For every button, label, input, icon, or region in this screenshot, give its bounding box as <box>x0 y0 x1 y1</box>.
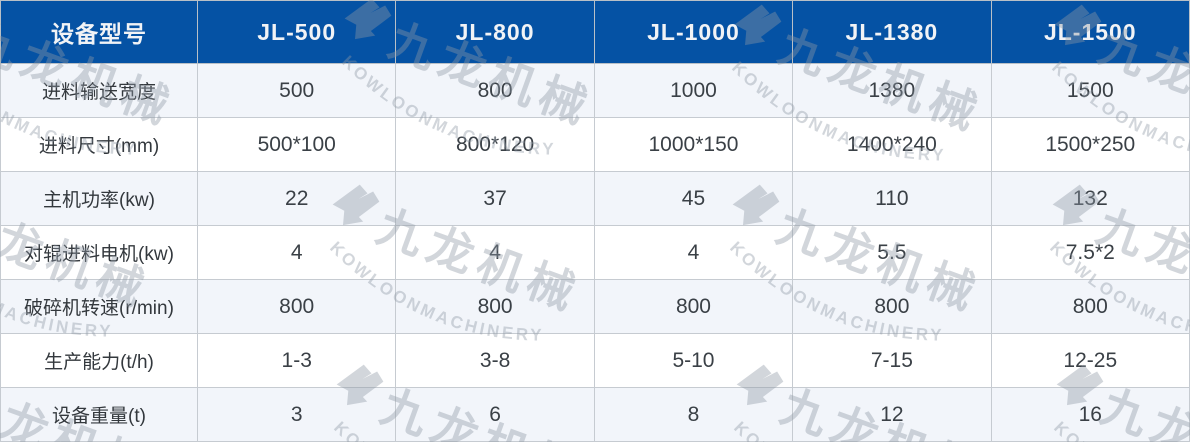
spec-cell: 1500 <box>990 63 1190 118</box>
spec-cell: 4 <box>196 225 397 280</box>
spec-cell: 5-10 <box>593 333 794 388</box>
spec-cell: 45 <box>593 171 794 226</box>
row-label: 对辊进料电机(kw) <box>0 225 198 280</box>
spec-cell: 16 <box>990 387 1190 442</box>
column-header-jl500: JL-500 <box>196 0 397 64</box>
table-row: 主机功率(kw) 22 37 45 110 132 <box>0 171 1190 226</box>
table-row: 对辊进料电机(kw) 4 4 4 5.5 7.5*2 <box>0 225 1190 280</box>
spec-cell: 3 <box>196 387 397 442</box>
spec-cell: 800 <box>593 279 794 334</box>
row-label: 进料输送宽度 <box>0 63 198 118</box>
table-row: 进料输送宽度 500 800 1000 1380 1500 <box>0 63 1190 118</box>
spec-cell: 500*100 <box>196 117 397 172</box>
spec-cell: 800 <box>792 279 992 334</box>
spec-cell: 800 <box>395 63 595 118</box>
spec-cell: 1500*250 <box>990 117 1190 172</box>
row-label: 主机功率(kw) <box>0 171 198 226</box>
row-label: 设备重量(t) <box>0 387 198 442</box>
spec-cell: 12 <box>792 387 992 442</box>
spec-cell: 800*120 <box>395 117 595 172</box>
spec-cell: 1-3 <box>196 333 397 388</box>
table-row: 设备重量(t) 3 6 8 12 16 <box>0 387 1190 442</box>
column-header-model-label: 设备型号 <box>0 0 198 64</box>
spec-cell: 8 <box>593 387 794 442</box>
spec-cell: 1380 <box>792 63 992 118</box>
spec-cell: 37 <box>395 171 595 226</box>
spec-cell: 5.5 <box>792 225 992 280</box>
spec-cell: 3-8 <box>395 333 595 388</box>
spec-cell: 110 <box>792 171 992 226</box>
spec-cell: 800 <box>990 279 1190 334</box>
table-row: 破碎机转速(r/min) 800 800 800 800 800 <box>0 279 1190 334</box>
row-label: 生产能力(t/h) <box>0 333 198 388</box>
column-header-jl1380: JL-1380 <box>792 0 992 64</box>
spec-cell: 7.5*2 <box>990 225 1190 280</box>
spec-cell: 1000 <box>593 63 794 118</box>
spec-cell: 7-15 <box>792 333 992 388</box>
table-row: 进料尺寸(mm) 500*100 800*120 1000*150 1400*240 15… <box>0 117 1190 172</box>
spec-cell: 4 <box>395 225 595 280</box>
spec-cell: 22 <box>196 171 397 226</box>
column-header-jl1000: JL-1000 <box>593 0 794 64</box>
table-row: 生产能力(t/h) 1-3 3-8 5-10 7-15 12-25 <box>0 333 1190 388</box>
spec-cell: 1000*150 <box>593 117 794 172</box>
column-header-jl1500: JL-1500 <box>990 0 1190 64</box>
header-row: 设备型号 JL-500 JL-800 JL-1000 JL-1380 JL-15… <box>0 0 1190 64</box>
row-label: 进料尺寸(mm) <box>0 117 198 172</box>
spec-cell: 800 <box>395 279 595 334</box>
spec-cell: 6 <box>395 387 595 442</box>
column-header-jl800: JL-800 <box>395 0 595 64</box>
spec-cell: 4 <box>593 225 794 280</box>
spec-cell: 500 <box>196 63 397 118</box>
spec-cell: 800 <box>196 279 397 334</box>
spec-cell: 12-25 <box>990 333 1190 388</box>
spec-cell: 132 <box>990 171 1190 226</box>
spec-cell: 1400*240 <box>792 117 992 172</box>
row-label: 破碎机转速(r/min) <box>0 279 198 334</box>
